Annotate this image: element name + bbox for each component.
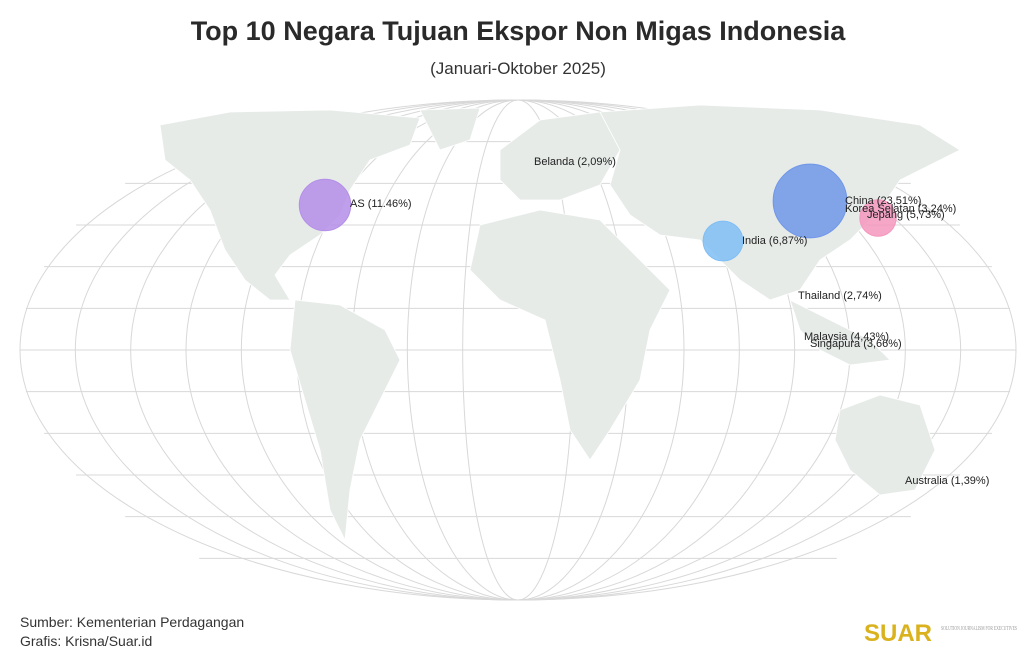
bubble bbox=[298, 178, 352, 232]
credit: Grafis: Krisna/Suar.id bbox=[20, 633, 152, 649]
bubble bbox=[859, 199, 897, 237]
country-label: Korea Selatan (3,24%) bbox=[845, 203, 956, 215]
bubble bbox=[702, 220, 744, 262]
country-label: Singapura (3,66%) bbox=[810, 338, 902, 350]
subtitle: (Januari-Oktober 2025) bbox=[430, 59, 606, 78]
country-label: India (6,87%) bbox=[742, 235, 807, 247]
australia bbox=[834, 394, 936, 496]
greenland bbox=[419, 107, 481, 151]
logo: SUAR bbox=[864, 620, 932, 647]
africa bbox=[469, 209, 671, 461]
title: Top 10 Negara Tujuan Ekspor Non Migas In… bbox=[191, 16, 847, 46]
bubble bbox=[772, 163, 848, 239]
logo-tagline: SOLUTION JOURNALISM FOR EXECUTIVES bbox=[941, 626, 1017, 632]
country-label: Jepang (5,73%) bbox=[867, 209, 945, 221]
south-america bbox=[289, 299, 401, 542]
country-label: Malaysia (4,43%) bbox=[804, 331, 889, 343]
country-label: Australia (1,39%) bbox=[905, 475, 989, 487]
southeast-asia bbox=[789, 299, 891, 366]
source: Sumber: Kementerian Perdagangan bbox=[20, 614, 244, 630]
country-label: AS (11.46%) bbox=[350, 198, 412, 210]
country-label: China (23,51%) bbox=[845, 195, 921, 207]
north-america bbox=[159, 109, 421, 301]
europe bbox=[499, 111, 621, 201]
country-label: Belanda (2,09%) bbox=[534, 156, 616, 168]
country-label: Thailand (2,74%) bbox=[798, 290, 882, 302]
